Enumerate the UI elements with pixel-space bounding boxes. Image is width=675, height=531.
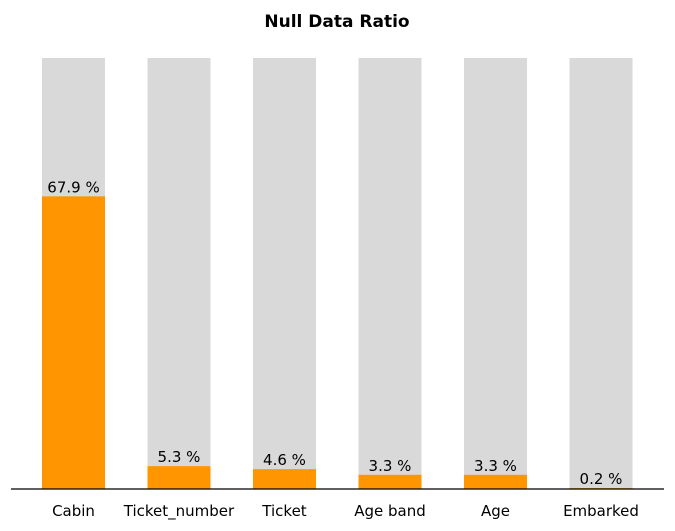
data-label-ticket: 4.6 %	[263, 451, 306, 469]
data-labels: 67.9 % 5.3 % 4.6 % 3.3 % 3.3 % 0.2 %	[47, 178, 622, 488]
background-bar-ticket	[253, 58, 316, 489]
tick-label-ticket: Ticket	[261, 502, 306, 520]
background-bar-ticket-number	[147, 58, 211, 489]
data-label-cabin: 67.9 %	[47, 178, 99, 196]
background-bar-age-band	[358, 58, 422, 489]
tick-label-ticket-number: Ticket_number	[123, 502, 235, 521]
bar-age-band	[358, 474, 422, 489]
data-label-age: 3.3 %	[474, 457, 517, 475]
bar-ticket	[253, 469, 316, 489]
background-bar-age	[464, 58, 527, 489]
background-bar-embarked	[569, 58, 633, 489]
x-tick-labels: Cabin Ticket_number Ticket Age band Age Embar…	[52, 502, 639, 521]
bar-cabin	[42, 196, 105, 489]
tick-label-age-band: Age band	[354, 502, 426, 520]
chart-title: Null Data Ratio	[264, 12, 409, 32]
bar-ticket-number	[147, 466, 211, 489]
data-label-ticket-number: 5.3 %	[158, 448, 201, 466]
tick-label-age: Age	[481, 502, 510, 520]
data-label-embarked: 0.2 %	[580, 470, 623, 488]
data-label-age-band: 3.3 %	[369, 457, 412, 475]
background-bars	[42, 58, 633, 489]
bar-age	[464, 474, 527, 489]
tick-label-cabin: Cabin	[52, 502, 95, 520]
tick-label-embarked: Embarked	[563, 502, 639, 520]
value-bars	[42, 196, 633, 489]
